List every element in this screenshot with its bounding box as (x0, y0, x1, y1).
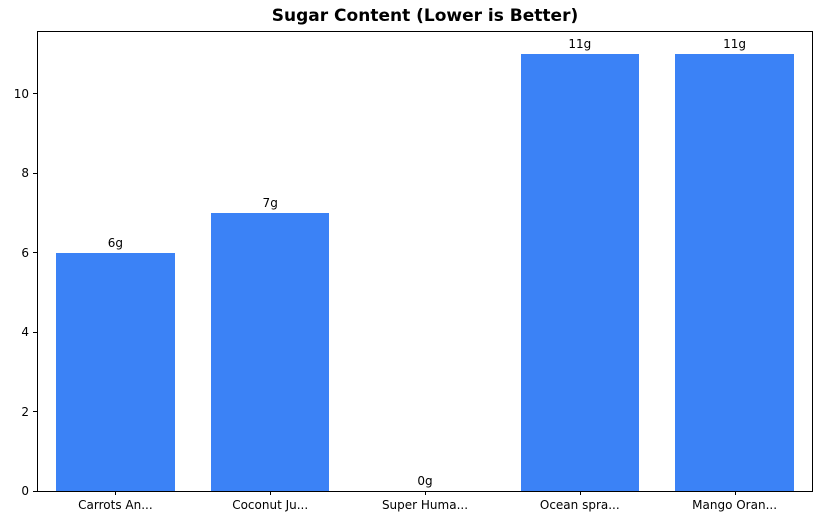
bar-slot: 0g Super Huma... (348, 32, 503, 512)
bar-value-label: 6g (107, 235, 124, 250)
bar-value-label: 11g (723, 36, 747, 51)
y-tick-label: 8 (21, 166, 29, 181)
x-tick-label: Carrots An... (78, 498, 153, 512)
bars-container: 6g Carrots An... 7g Coconut Ju... 0g Super Hu… (38, 32, 812, 512)
bar-value-label: 0g (417, 474, 433, 488)
y-tick-mark (33, 252, 37, 254)
x-tick-label: Coconut Ju... (232, 498, 309, 512)
x-tick-mark (424, 491, 426, 495)
y-tick-label: 0 (21, 484, 29, 498)
x-tick-mark (270, 491, 272, 495)
x-tick-label: Mango Oran... (692, 498, 778, 512)
plot-area: 6g Carrots An... 7g Coconut Ju... 0g Super Hu… (14, 31, 813, 512)
y-tick-label: 6 (21, 245, 29, 260)
y-tick-label: 10 (13, 86, 29, 101)
y-tick-mark (33, 331, 37, 333)
chart-title: Sugar Content (Lower is Better) (271, 6, 579, 26)
x-tick-mark (115, 491, 117, 495)
bar-value-label: 11g (568, 36, 592, 51)
bar: 7g (210, 196, 330, 491)
bar-slot: 11g Mango Oran... (657, 32, 812, 512)
y-tick-mark (33, 172, 37, 174)
bar-value-label: 7g (262, 195, 278, 210)
y-tick-label: 2 (21, 404, 29, 419)
x-tick-label: Super Huma... (381, 498, 469, 512)
bar: 6g (56, 236, 175, 491)
x-tick-mark (734, 491, 736, 495)
bar-slot: 11g Ocean spra... (502, 32, 657, 512)
y-tick-mark (33, 93, 37, 95)
bar: 11g (520, 37, 639, 491)
x-tick-mark (579, 491, 581, 495)
bar-slot: 6g Carrots An... (38, 32, 193, 512)
y-tick-mark (33, 411, 37, 413)
x-tick-label: Ocean spra... (539, 498, 620, 512)
bar: 11g (675, 37, 794, 491)
bar-slot: 7g Coconut Ju... (193, 32, 348, 512)
y-tick-mark (33, 490, 37, 492)
y-tick-label: 4 (21, 325, 29, 340)
